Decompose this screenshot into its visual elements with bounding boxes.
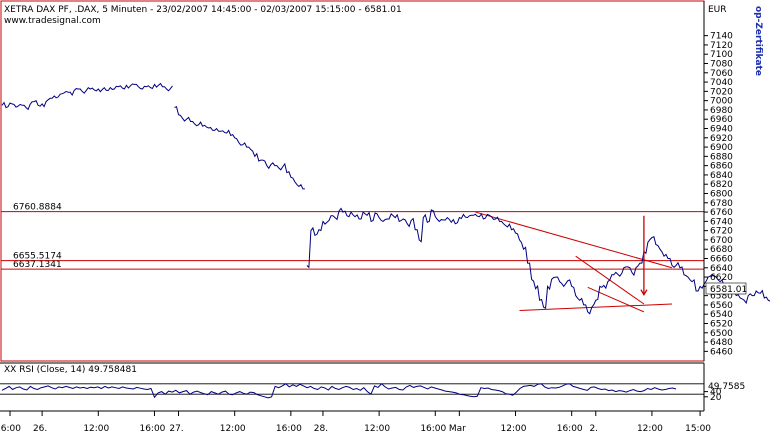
price-tick-label: 7060	[710, 69, 733, 79]
price-series	[1, 82, 770, 315]
price-tick-label: 6760	[710, 208, 733, 218]
source-label: www.tradesignal.com	[4, 16, 101, 26]
trendline	[587, 286, 645, 313]
trendline	[519, 303, 673, 311]
last-value-box: 6581.01	[705, 282, 747, 295]
price-tick-label: 7040	[710, 78, 733, 88]
price-pane: XETRA DAX PF, .DAX, 5 Minuten - 23/02/20…	[0, 0, 770, 362]
rsi-series	[1, 383, 677, 399]
price-tick-label: 6520	[710, 320, 733, 330]
price-line	[1, 82, 173, 111]
price-tick-label: 7100	[710, 50, 733, 60]
price-tick-label: 6700	[710, 236, 733, 246]
price-tick-label: 7020	[710, 87, 733, 97]
currency-label: EUR	[708, 5, 727, 15]
price-tick-label: 6860	[710, 162, 733, 172]
price-tick-label: 6980	[710, 106, 733, 116]
time-tick-label: 16:00	[557, 424, 583, 434]
price-tick-label: 6940	[710, 125, 733, 135]
rsi-tick-label: 20	[710, 393, 722, 403]
time-tick-label: 12:00	[83, 424, 109, 434]
price-tick-label: 6800	[710, 190, 733, 200]
price-tick-label: 6900	[710, 143, 733, 153]
price-tick-label: 6460	[710, 347, 733, 357]
time-tick-label: 26.	[33, 424, 47, 434]
time-tick-label: 16:00	[139, 424, 165, 434]
price-tick-label: 6580	[710, 292, 733, 302]
price-tick-label: 6480	[710, 338, 733, 348]
chart-title: XETRA DAX PF, .DAX, 5 Minuten - 23/02/20…	[4, 5, 402, 15]
last-value-label: 6581.01	[710, 285, 747, 295]
time-tick-label: 27.	[169, 424, 183, 434]
price-line	[306, 207, 770, 315]
rsi-last-value: 49.7585	[708, 382, 745, 392]
price-tick-label: 6820	[710, 180, 733, 190]
price-tick-label: 6740	[710, 217, 733, 227]
price-tick-label: 7080	[710, 60, 733, 70]
trendlines	[475, 211, 673, 313]
price-tick-label: 6780	[710, 199, 733, 209]
time-axis: 16:00 26. 12:00 16:00 27. 12:00 16:00 28. 12:00 1…	[0, 410, 711, 434]
price-ticks: 6460648065006520654065606580660066206640…	[704, 32, 733, 357]
rsi-line	[1, 383, 677, 399]
time-tick-label: 15:00	[685, 424, 711, 434]
time-ticks: 16:00 26. 12:00 16:00 27. 12:00 16:00 28. 12:00 1…	[0, 411, 711, 434]
marker-arrow	[640, 289, 648, 296]
vertical-marker	[640, 215, 648, 296]
price-tick-label: 6880	[710, 152, 733, 162]
price-tick-label: 6840	[710, 171, 733, 181]
level-label: 6655.5174	[13, 252, 62, 262]
time-tick-label: 28.	[314, 424, 328, 434]
rsi-tick-label: 40	[710, 388, 722, 398]
time-tick-label: 16:00	[0, 424, 21, 434]
price-tick-label: 6540	[710, 310, 733, 320]
time-tick-label: Mar	[449, 424, 466, 434]
price-tick-label: 6680	[710, 245, 733, 255]
price-tick-label: 6960	[710, 115, 733, 125]
price-tick-label: 6720	[710, 227, 733, 237]
price-tick-label: 6560	[710, 301, 733, 311]
price-tick-label: 7120	[710, 41, 733, 51]
trendline	[475, 211, 673, 269]
price-tick-label: 7000	[710, 97, 733, 107]
side-ad-text: op-Zertifikate	[753, 6, 763, 76]
price-tick-label: 6660	[710, 255, 733, 265]
time-tick-label: 2.	[589, 424, 598, 434]
price-tick-label: 6920	[710, 134, 733, 144]
price-tick-label: 6620	[710, 273, 733, 283]
price-tick-label: 6500	[710, 329, 733, 339]
time-tick-label: 16:00	[420, 424, 446, 434]
time-tick-label: 16:00	[276, 424, 302, 434]
rsi-levels	[0, 383, 704, 395]
level-label: 6760.8884	[13, 203, 62, 213]
time-tick-label: 12:00	[364, 424, 390, 434]
time-tick-label: 12:00	[220, 424, 246, 434]
level-label: 6637.1341	[13, 260, 62, 270]
price-tick-label: 7140	[710, 32, 733, 42]
last-value-frame	[705, 282, 747, 295]
time-tick-label: 12:00	[637, 424, 663, 434]
price-tick-label: 6640	[710, 264, 733, 274]
price-line	[174, 105, 305, 190]
price-axis: EUR 646064806500652065406560658066006620…	[703, 1, 747, 361]
time-tick-label: 12:00	[501, 424, 527, 434]
rsi-title: XX RSI (Close, 14) 49.758481	[4, 365, 137, 375]
